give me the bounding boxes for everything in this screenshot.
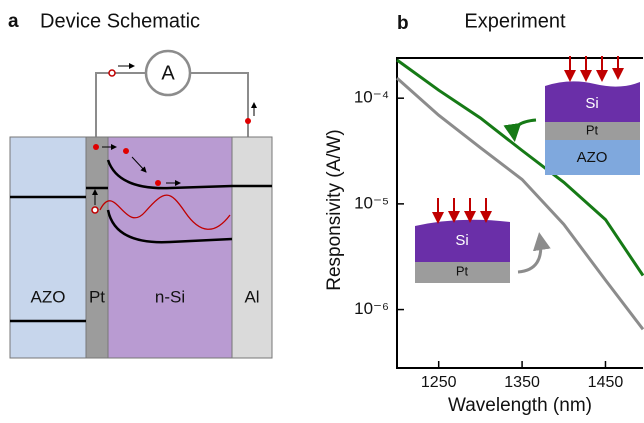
meter-label: A [161, 62, 175, 84]
inset-label: Pt [586, 122, 599, 137]
x-tick-label: 1450 [588, 374, 624, 391]
inset-label: AZO [577, 149, 608, 166]
layer-label: n-Si [155, 287, 185, 306]
arrow [131, 156, 147, 173]
azo-layer [9, 136, 87, 359]
valence-band [106, 209, 233, 244]
series-line [396, 58, 644, 277]
x-axis-label: Wavelength (nm) [448, 395, 592, 416]
insets: Si Pt AZO Si Pt [415, 56, 640, 283]
light-arrows [432, 198, 492, 224]
axis-frame [396, 57, 643, 369]
si-layer [107, 136, 233, 359]
y-tick-label: 10⁻⁵ [354, 193, 389, 212]
light-arrows [564, 56, 624, 82]
al-layer [231, 136, 273, 359]
layer-label: Al [244, 287, 259, 306]
electron [245, 118, 251, 124]
inset-label: Si [455, 232, 468, 249]
node [108, 69, 116, 77]
x-tick-label: 1350 [504, 374, 540, 391]
series-line [396, 76, 644, 331]
panel-title: Device Schematic [40, 10, 200, 32]
inset-pointer [517, 232, 551, 274]
ammeter [144, 49, 192, 97]
y-axis-label: Responsivity (A/W) [324, 129, 345, 291]
electron [93, 144, 99, 150]
inset-label: Si [585, 95, 598, 112]
plot-area: 10⁻⁴ 10⁻⁵ 10⁻⁶ 1250 1350 1450 [354, 57, 644, 391]
layer-label: AZO [31, 287, 66, 306]
circuit-wire [95, 72, 249, 137]
inset-label: Pt [456, 263, 469, 278]
inset-azo [545, 140, 640, 175]
photon [99, 194, 231, 230]
conduction-band [106, 159, 272, 190]
layer-label: Pt [89, 287, 105, 306]
pt-layer [85, 136, 109, 359]
chart-title: Experiment [464, 10, 566, 32]
electron [123, 148, 129, 154]
x-tick-label: 1250 [421, 374, 457, 391]
inset-si [415, 219, 510, 262]
panel-label: a [8, 11, 19, 32]
panel-label: b [397, 13, 409, 34]
hole [91, 206, 99, 214]
y-tick-label: 10⁻⁴ [354, 88, 389, 107]
inset-pt [545, 122, 640, 140]
inset-pointer [503, 118, 537, 142]
electron [155, 180, 161, 186]
y-tick-label: 10⁻⁶ [354, 299, 389, 318]
inset-pt [415, 262, 510, 283]
inset-si [545, 81, 640, 122]
